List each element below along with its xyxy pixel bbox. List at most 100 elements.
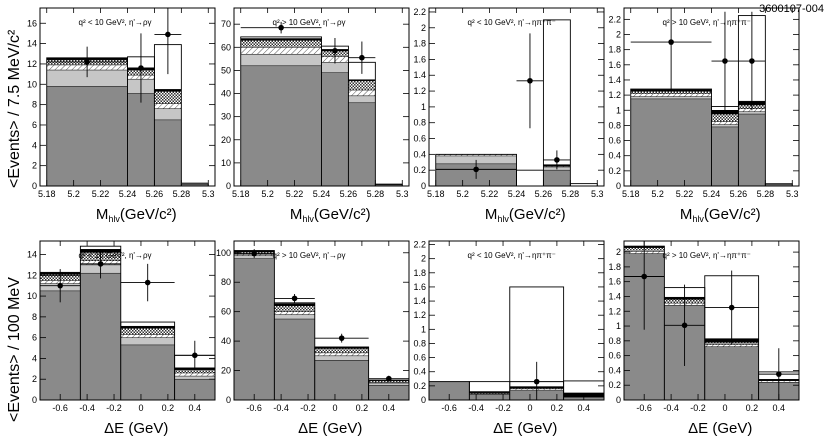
panel-annotation: q² < 10 GeV², η'→ηπ⁺π⁻ bbox=[468, 251, 556, 260]
x-axis-label: Mhlv(GeV/c²) bbox=[290, 206, 371, 224]
y-tick-label: 1.2 bbox=[608, 90, 621, 100]
stack-dark-bin bbox=[274, 319, 315, 400]
y-tick-label: 30 bbox=[221, 112, 231, 122]
data-point bbox=[728, 304, 735, 311]
y-tick-label: 0 bbox=[421, 181, 426, 191]
stack-dark-bin bbox=[738, 114, 766, 186]
x-axis-label: Mhlv(GeV/c²) bbox=[485, 206, 566, 224]
x-tick-label: 0.2 bbox=[746, 403, 759, 413]
y-tick-label: 1.2 bbox=[413, 86, 426, 96]
data-point bbox=[668, 39, 674, 45]
stack-dark-bin bbox=[46, 86, 128, 186]
data-point bbox=[192, 352, 198, 359]
y-tick-label: 2 bbox=[421, 254, 426, 264]
y-tick-label: 0 bbox=[421, 395, 426, 405]
panel-frame bbox=[233, 240, 410, 401]
y-tick-label: 60 bbox=[221, 307, 231, 317]
x-tick-label: 5.24 bbox=[703, 189, 721, 199]
x-tick-label: -0.4 bbox=[468, 403, 484, 413]
data-point bbox=[291, 295, 298, 302]
x-tick-label: 5.2 bbox=[456, 189, 469, 199]
panel-mbc-etapipi-high: 0 0.2 0.4 0.6 0.8 1 1.2 1.4 1.6 1.8 2 2.2 5.18 5.2 5.2… bbox=[608, 7, 800, 224]
y-tick-label: 8 bbox=[32, 312, 37, 322]
y-tick-label: 1.8 bbox=[413, 268, 426, 278]
x-tick-label: 0.4 bbox=[383, 403, 396, 413]
x-tick-label: 0 bbox=[138, 403, 143, 413]
stack-white-bin bbox=[120, 334, 175, 338]
y-tick-label: 1.8 bbox=[413, 39, 426, 49]
stack-black-bin bbox=[120, 326, 175, 329]
panel-annotation: q² > 10 GeV², η'→ργ bbox=[273, 251, 346, 260]
data-point bbox=[386, 375, 392, 382]
panel-annotation: q² > 10 GeV², η'→ηπ⁺π⁻ bbox=[663, 18, 751, 27]
x-tick-label: 5.24 bbox=[313, 189, 331, 199]
x-tick-label: 5.24 bbox=[119, 189, 137, 199]
panel-mbc-rhogamma-low: 0 2 4 6 8 10 12 14 16 5.18 5.2 5.22 5.24 5.26 5.28 5.3 q… bbox=[27, 7, 216, 224]
data-point bbox=[278, 24, 284, 31]
y-tick-label: 2.2 bbox=[413, 7, 426, 17]
y-tick-label: 1.4 bbox=[413, 296, 426, 306]
x-tick-label: 5.28 bbox=[757, 189, 775, 199]
stack-dark-bin bbox=[368, 385, 409, 400]
x-tick-label: 5.26 bbox=[730, 189, 748, 199]
stack-light-bin bbox=[321, 62, 349, 73]
data-point bbox=[749, 58, 755, 64]
y-tick-label: 0.4 bbox=[413, 367, 426, 377]
y-tick-label: 0.4 bbox=[608, 365, 621, 375]
y-tick-label: 100 bbox=[216, 248, 231, 258]
outline-bin bbox=[516, 169, 544, 187]
y-tick-label: 1.2 bbox=[608, 306, 621, 316]
stack-cross-bin bbox=[240, 40, 322, 48]
x-tick-label: -0.6 bbox=[246, 403, 262, 413]
y-tick-label: 0.2 bbox=[413, 165, 426, 175]
y-tick-label: 10 bbox=[221, 158, 231, 168]
y-tick-label: 2 bbox=[616, 30, 621, 40]
x-tick-label: 0.4 bbox=[773, 403, 786, 413]
y-tick-label: 4 bbox=[32, 353, 37, 363]
panel-de-rhogamma-low: 0 2 4 6 8 10 12 14 -0.6 -0.4 -0.2 0 0.2 0.4 q² < 10 Ge… bbox=[27, 240, 216, 437]
y-tick-label: 0.2 bbox=[413, 381, 426, 391]
panel-de-etapipi-high: 0 0.2 0.4 0.6 0.8 1 1.2 1.4 1.6 1.8 2 -0.6 -0.4 -0.2 0… bbox=[608, 240, 800, 437]
panel-annotation: q² < 10 GeV², η'→ργ bbox=[79, 251, 152, 260]
data-point bbox=[251, 250, 257, 257]
x-tick-label: 5.2 bbox=[261, 189, 274, 199]
stack-light-bin bbox=[738, 111, 766, 115]
panel-mbc-etapipi-low: 0 0.2 0.4 0.6 0.8 1 1.2 1.4 1.6 1.8 2 2.2 5.18 5.2 5.2… bbox=[413, 7, 605, 224]
x-tick-label: 0.2 bbox=[162, 403, 175, 413]
y-tick-label: 60 bbox=[221, 42, 231, 52]
x-tick-label: 5.22 bbox=[286, 189, 304, 199]
y-tick-label: 2 bbox=[421, 23, 426, 33]
x-tick-label: 5.22 bbox=[92, 189, 110, 199]
y-tick-label: 0.8 bbox=[608, 120, 621, 130]
stack-black-bin bbox=[154, 89, 182, 92]
panel-mbc-rhogamma-high: 0 10 20 30 40 50 60 70 5.18 5.2 5.22 5.24 5.26 5.28 5.… bbox=[221, 7, 410, 224]
data-point bbox=[359, 54, 365, 61]
y-tick-label: 12 bbox=[27, 270, 37, 280]
y-tick-label: 2 bbox=[616, 247, 621, 257]
y-tick-label: 0 bbox=[226, 181, 231, 191]
x-tick-label: -0.4 bbox=[663, 403, 679, 413]
x-tick-label: 5.28 bbox=[367, 189, 385, 199]
stack-dark-bin bbox=[348, 102, 376, 186]
stack-light-bin bbox=[711, 124, 739, 127]
y-tick-label: 0.8 bbox=[608, 336, 621, 346]
stack-white-bin bbox=[274, 311, 315, 315]
y-tick-label: 16 bbox=[27, 18, 37, 28]
stack-cross-bin bbox=[274, 305, 315, 312]
stack-black-bin bbox=[240, 38, 322, 41]
stack-dark-bin bbox=[469, 394, 510, 400]
stack-white-bin bbox=[704, 344, 759, 347]
stack-black-bin bbox=[274, 303, 315, 306]
data-point bbox=[338, 335, 345, 341]
stack-white-bin bbox=[469, 393, 510, 395]
data-point bbox=[57, 282, 63, 289]
stack-dark-bin bbox=[80, 273, 121, 400]
y-tick-label: 0.6 bbox=[608, 136, 621, 146]
panel-frame bbox=[623, 240, 800, 401]
y-tick-label: 2.2 bbox=[413, 240, 426, 250]
stack-dark-bin bbox=[704, 346, 759, 400]
y-tick-label: 1.4 bbox=[608, 75, 621, 85]
y-tick-label: 1 bbox=[616, 105, 621, 115]
stack-dark-bin bbox=[127, 93, 155, 186]
